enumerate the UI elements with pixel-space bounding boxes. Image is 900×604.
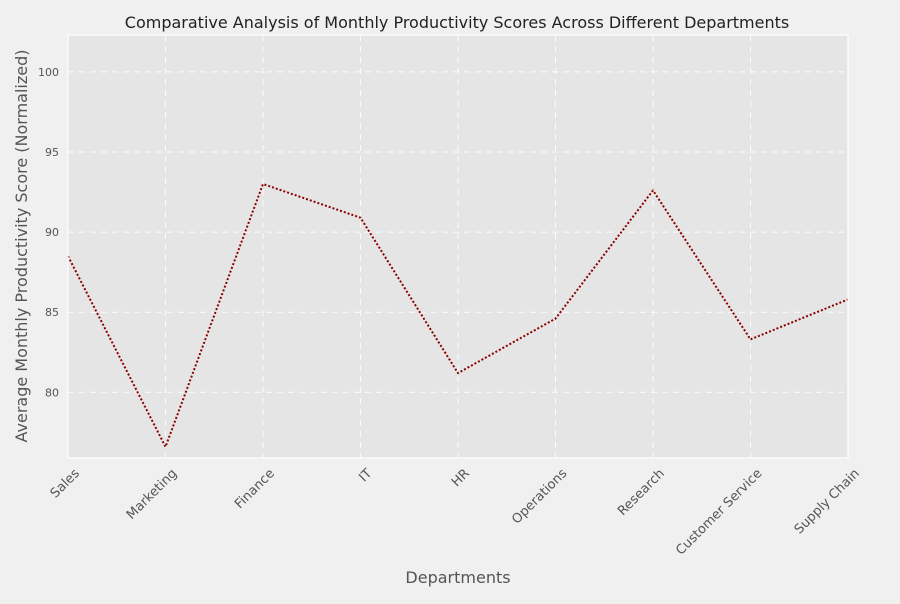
x-tick-label: Finance [232,466,278,512]
x-tick-label: IT [356,466,375,485]
x-tick-label: Customer Service [673,466,765,558]
x-tick-label: HR [449,466,473,490]
y-tick-label: 85 [45,306,59,319]
y-tick-label: 80 [45,386,59,399]
x-tick-label: Marketing [124,466,180,522]
series-line [67,183,849,448]
plot-frame [67,34,849,459]
series-layer [67,183,849,448]
y-tick-label: 95 [45,146,59,159]
x-tick-label: Operations [509,466,570,527]
chart-title: Comparative Analysis of Monthly Producti… [125,13,789,32]
y-axis-title: Average Monthly Productivity Score (Norm… [12,50,31,443]
x-tick-label: Research [615,466,668,519]
x-tick-label: Sales [48,466,83,501]
y-tick-label: 90 [45,226,59,239]
grid-lines [67,35,849,458]
x-axis-title: Departments [405,568,510,587]
x-tick-label: Supply Chain [792,466,863,537]
x-axis-ticks: Sales Marketing Finance IT HR Operations Resea… [48,466,863,558]
y-tick-label: 100 [38,66,59,79]
y-axis-ticks: 80 85 90 95 100 [38,66,59,399]
